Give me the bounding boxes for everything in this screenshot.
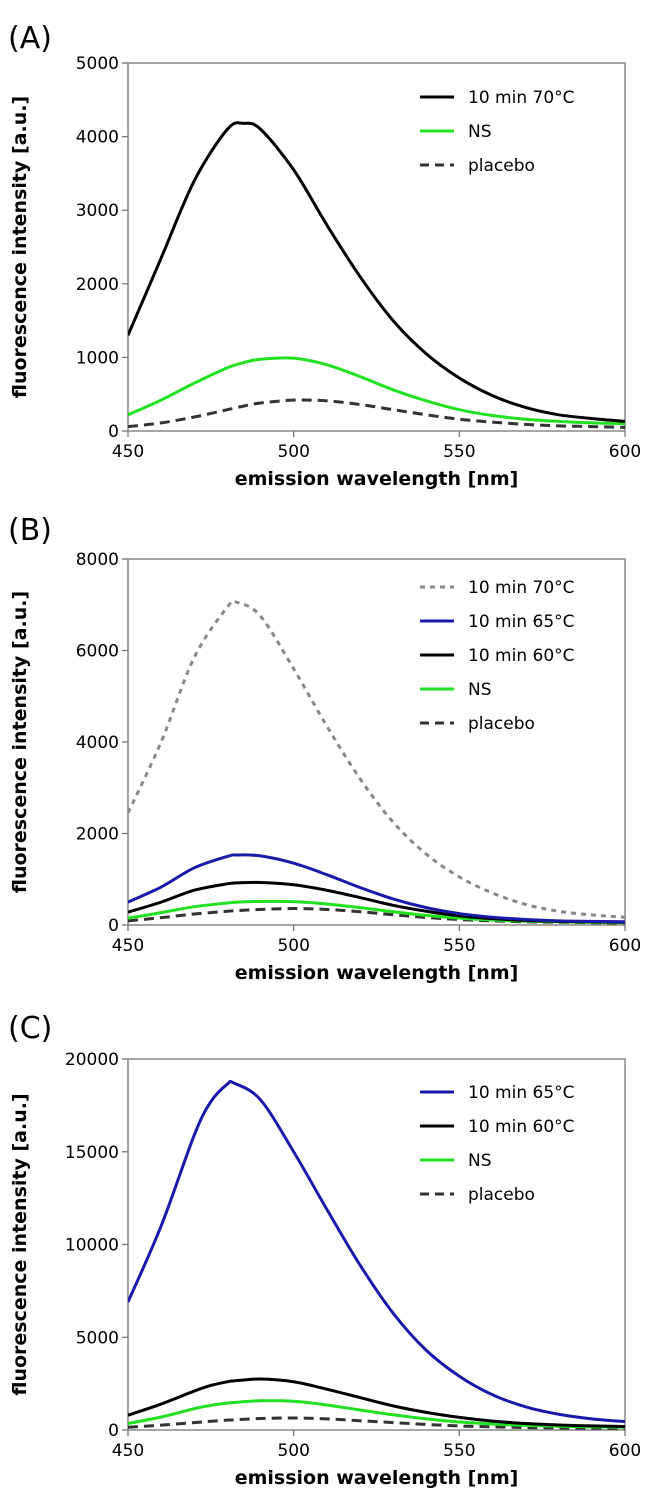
y-tick-label: 2000 — [76, 825, 119, 845]
series-line-10-min-65-c — [128, 1079, 625, 1424]
y-axis-title: fluorescence intensity [a.u.] — [9, 96, 31, 398]
series-line-10-min-60-c — [128, 1377, 625, 1428]
x-tick-label: 550 — [443, 442, 475, 462]
legend-label-10-min-65-c: 10 min 65°C — [468, 1083, 575, 1103]
legend-label-10-min-70-c: 10 min 70°C — [468, 578, 575, 598]
x-tick-label: 600 — [609, 1441, 641, 1461]
legend-label-10-min-65-c: 10 min 65°C — [468, 612, 575, 632]
x-tick-label: 600 — [609, 442, 641, 462]
x-tick-label: 500 — [277, 442, 309, 462]
series-line-10-min-70-c — [128, 121, 625, 423]
series-line-10-min-60-c — [128, 880, 625, 924]
y-tick-label: 15000 — [65, 1143, 119, 1163]
y-tick-label: 20000 — [65, 1050, 119, 1070]
y-axis-title: fluorescence intensity [a.u.] — [9, 591, 31, 893]
legend-label-placebo: placebo — [468, 1185, 535, 1205]
y-tick-label: 10000 — [65, 1236, 119, 1256]
legend-label-placebo: placebo — [468, 714, 535, 734]
y-tick-label: 3000 — [76, 201, 119, 221]
x-tick-label: 450 — [112, 1441, 144, 1461]
chart-b-svg: (B) 0 2000 4000 6000 8000 450 500 550 600 emission… — [8, 513, 641, 984]
chart-panel-c: (C) 0 5000 10000 15000 20000 450 500 550 600 emiss… — [0, 996, 657, 1494]
y-tick-label: 4000 — [76, 128, 119, 148]
series-line-placebo — [128, 1416, 625, 1430]
panel-label: (C) — [8, 1011, 52, 1046]
legend-label-ns: NS — [468, 680, 492, 700]
chart-a-svg: (A) 0 1000 2000 3000 4000 5000 450 500 550 600 emis… — [8, 21, 641, 490]
y-tick-label: 0 — [108, 916, 119, 936]
x-tick-label: 450 — [112, 936, 144, 956]
legend-label-10-min-70-c: 10 min 70°C — [468, 88, 575, 108]
y-tick-label: 5000 — [76, 1328, 119, 1348]
panel-label: (B) — [8, 513, 52, 548]
y-tick-label: 5000 — [76, 54, 119, 74]
x-axis-title: emission wavelength [nm] — [235, 468, 519, 490]
chart-panel-a: (A) 0 1000 2000 3000 4000 5000 450 500 550 600 emis… — [0, 0, 657, 498]
y-tick-label: 0 — [108, 1421, 119, 1441]
x-tick-label: 500 — [277, 936, 309, 956]
panel-label: (A) — [8, 21, 52, 56]
x-tick-label: 500 — [277, 1441, 309, 1461]
series-line-ns — [128, 1399, 625, 1429]
y-tick-label: 8000 — [76, 550, 119, 570]
legend-label-placebo: placebo — [468, 156, 535, 176]
y-tick-label: 1000 — [76, 348, 119, 368]
y-tick-label: 4000 — [76, 733, 119, 753]
y-tick-label: 0 — [108, 422, 119, 442]
legend-label-10-min-60-c: 10 min 60°C — [468, 646, 575, 666]
x-axis-title: emission wavelength [nm] — [235, 962, 519, 984]
legend-label-10-min-60-c: 10 min 60°C — [468, 1117, 575, 1137]
x-tick-label: 550 — [443, 936, 475, 956]
series-line-10-min-65-c — [128, 853, 625, 924]
x-tick-label: 550 — [443, 1441, 475, 1461]
y-axis-title: fluorescence intensity [a.u.] — [9, 1093, 31, 1395]
series-line-ns — [128, 356, 625, 426]
series-line-10-min-70-c — [128, 599, 625, 919]
x-tick-label: 600 — [609, 936, 641, 956]
chart-panel-b: (B) 0 2000 4000 6000 8000 450 500 550 600 emission… — [0, 498, 657, 996]
y-tick-label: 2000 — [76, 275, 119, 295]
y-tick-label: 6000 — [76, 642, 119, 662]
x-tick-label: 450 — [112, 442, 144, 462]
x-axis-title: emission wavelength [nm] — [235, 1467, 519, 1489]
legend-label-ns: NS — [468, 122, 492, 142]
legend-label-ns: NS — [468, 1151, 492, 1171]
plot-area-frame — [127, 62, 626, 432]
chart-c-svg: (C) 0 5000 10000 15000 20000 450 500 550 600 emiss… — [8, 1011, 641, 1489]
